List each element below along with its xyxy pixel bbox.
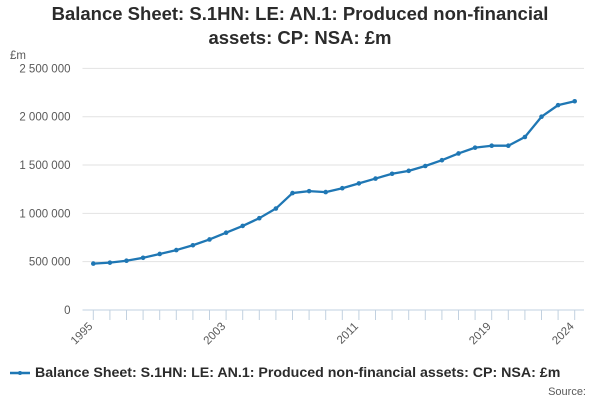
svg-text:1995: 1995	[69, 321, 96, 348]
svg-text:1 000 000: 1 000 000	[19, 208, 70, 220]
svg-text:2019: 2019	[467, 321, 494, 348]
svg-text:2011: 2011	[335, 321, 361, 347]
svg-text:2 500 000: 2 500 000	[19, 63, 70, 75]
svg-text:500 000: 500 000	[29, 257, 71, 269]
svg-text:2003: 2003	[202, 321, 229, 348]
svg-text:0: 0	[64, 305, 70, 317]
svg-text:2024: 2024	[550, 320, 577, 347]
svg-text:2 000 000: 2 000 000	[19, 112, 70, 124]
svg-text:1 500 000: 1 500 000	[19, 160, 70, 172]
